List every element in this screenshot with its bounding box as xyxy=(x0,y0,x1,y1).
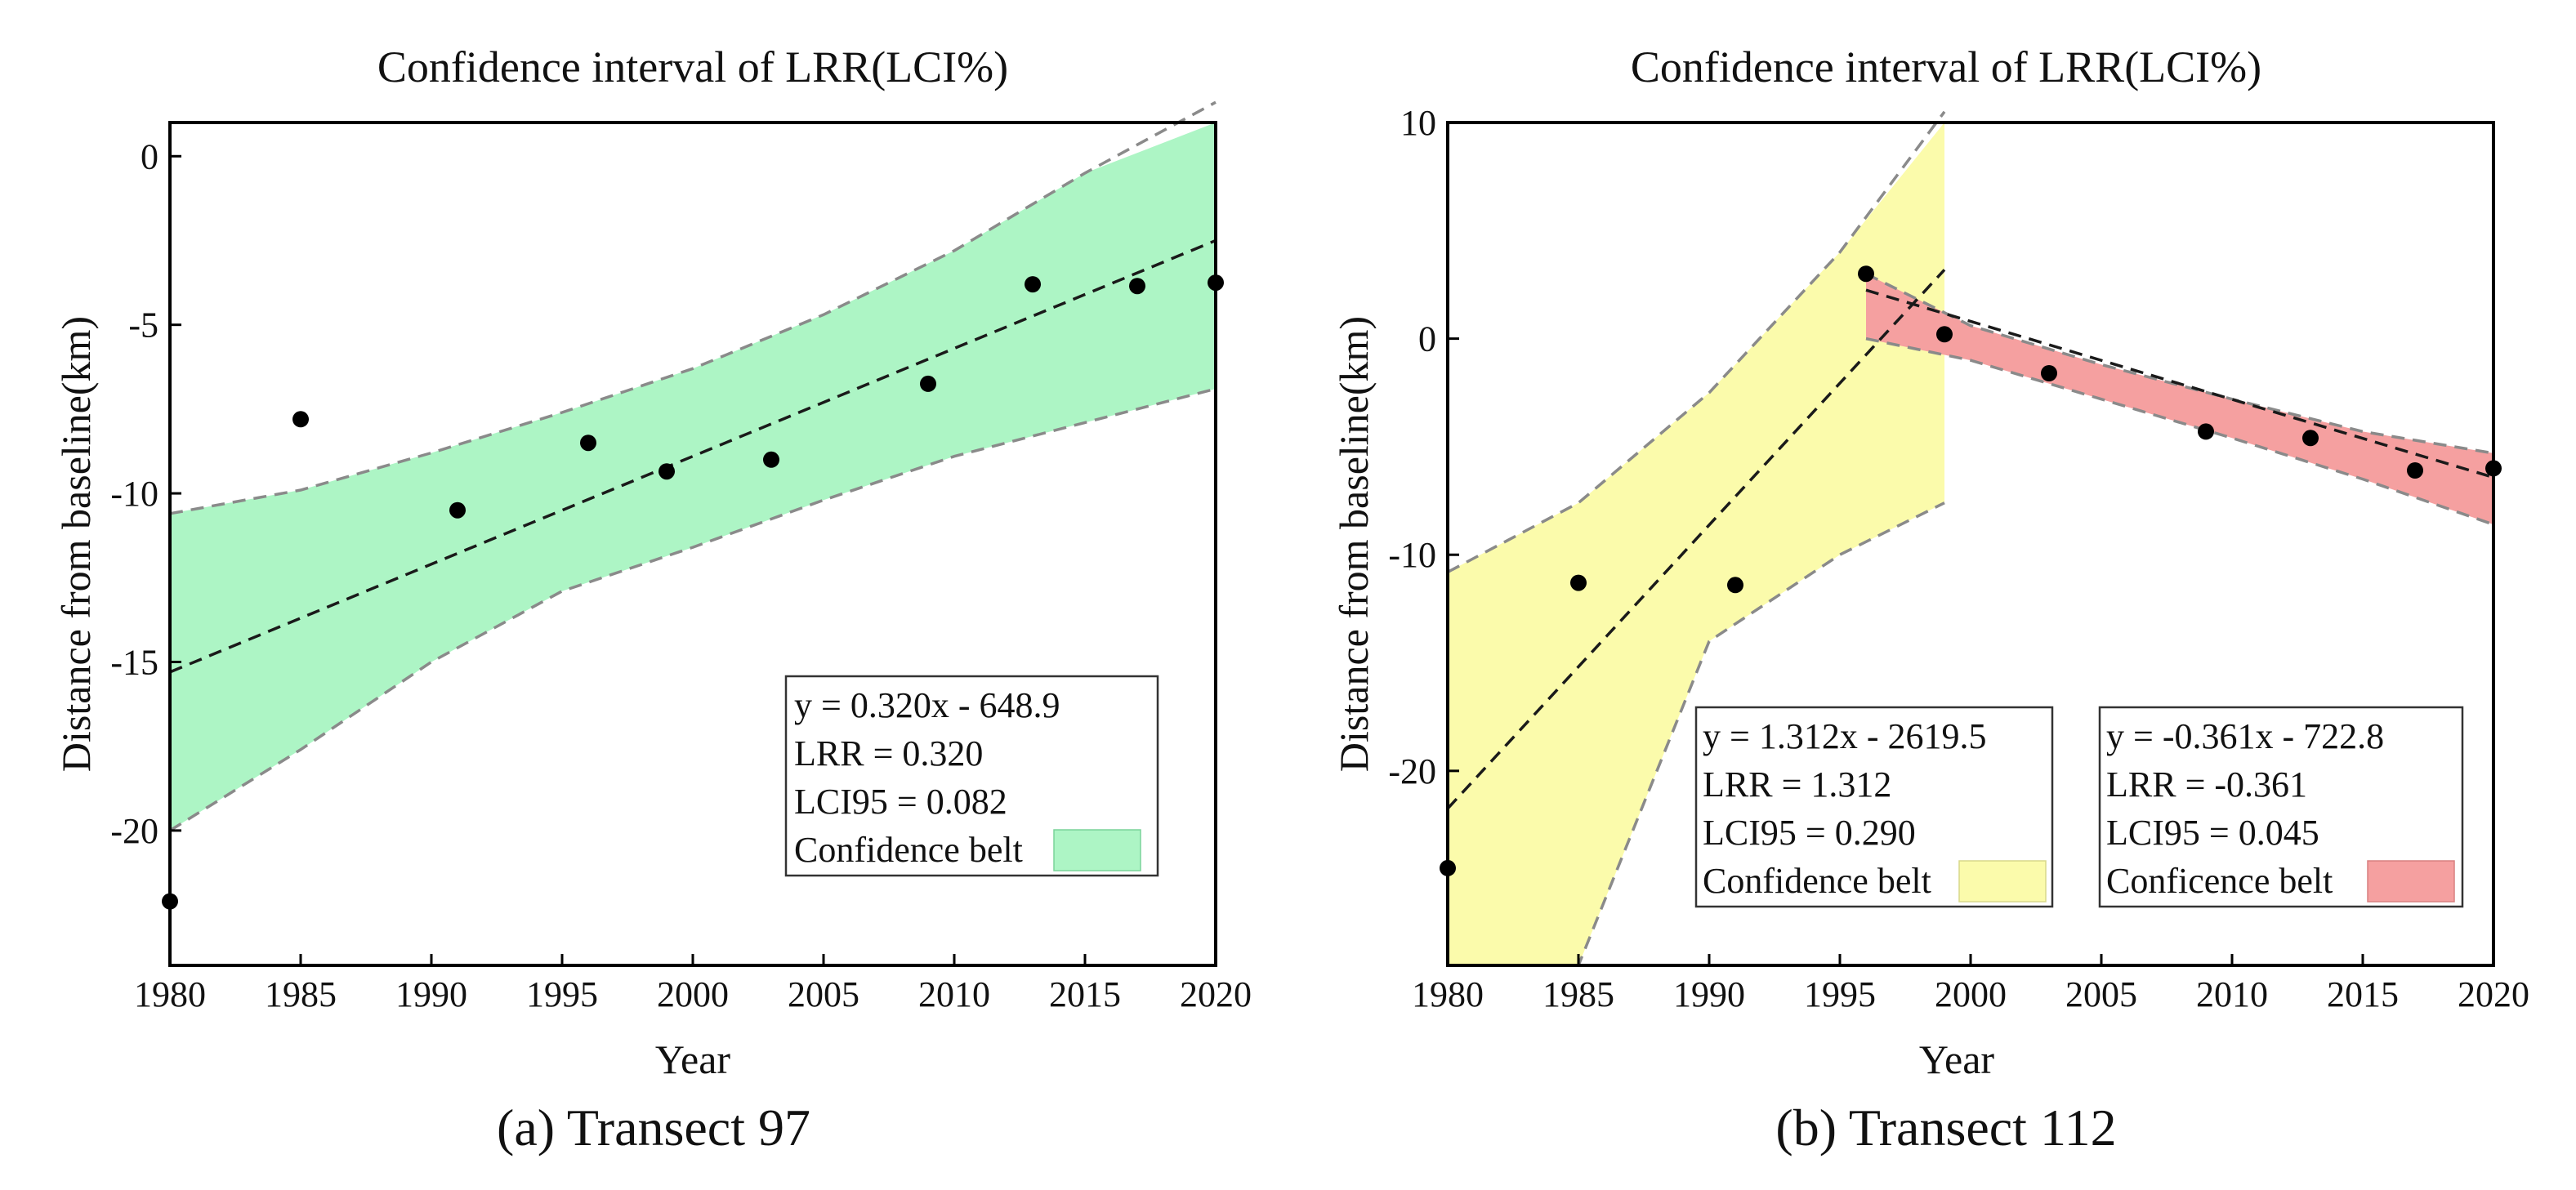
panel-b-legend-1-lrr: LRR = 1.312 xyxy=(1703,764,1891,804)
panel-a-point-1985 xyxy=(292,411,309,428)
panel-a-xtick-label-2000: 2000 xyxy=(657,974,729,1014)
panel-b-xlabel: Year xyxy=(1919,1036,1994,1082)
panel-a-xtick-label-1980: 1980 xyxy=(134,974,206,1014)
panel-b-point-2017 xyxy=(2407,462,2423,479)
panel-b-legend-2-lrr: LRR = -0.361 xyxy=(2106,764,2307,804)
panel-a-ytick-label--20: -20 xyxy=(110,811,158,851)
panel-a-caption: (a) Transect 97 xyxy=(497,1099,810,1157)
panel-b-xtick-label-2020: 2020 xyxy=(2458,974,2529,1014)
panel-b-legend-2: y = -0.361x - 722.8 LRR = -0.361 LCI95 =… xyxy=(2098,706,2464,908)
panel-b-xtick-label-2000: 2000 xyxy=(1935,974,2007,1014)
panel-a-xlabel: Year xyxy=(655,1036,730,1082)
panel-b-point-1999 xyxy=(1936,326,1953,343)
panel-a-point-2017 xyxy=(1129,278,1145,295)
panel-b-point-1991 xyxy=(1727,577,1743,594)
panel-b-band-layer xyxy=(1447,110,2494,967)
panel-a-legend-equation: y = 0.320x - 648.9 xyxy=(794,685,1060,725)
panel-b-xtick-label-1985: 1985 xyxy=(1542,974,1614,1014)
panel-b-fit-layer xyxy=(1446,269,2494,810)
panel-a-point-1991 xyxy=(449,501,466,519)
panel-a-confidence-band-lower-edge xyxy=(169,387,1217,832)
panel-a-point-2009 xyxy=(920,375,936,392)
panel-b-red-band-upper-edge xyxy=(1865,272,2494,455)
panel-b-xtick-label-2010: 2010 xyxy=(2196,974,2268,1014)
panel-a-xtick-label-2005: 2005 xyxy=(788,974,859,1014)
panel-b-xtick-label-1980: 1980 xyxy=(1412,974,1484,1014)
panel-b-ytick-label-0: 0 xyxy=(1418,319,1436,359)
panel-b-yellow-band-fill xyxy=(1448,123,1944,965)
panel-a-point-2013 xyxy=(1025,276,1041,293)
panel-a-transect-97: Confidence interval of LRR(LCI%) 1980 198… xyxy=(53,42,1252,1157)
panel-a-legend-lrr: LRR = 0.320 xyxy=(794,733,983,773)
panel-b-point-2003 xyxy=(2041,365,2057,381)
panel-a-legend: y = 0.320x - 648.9 LRR = 0.320 LCI95 = 0… xyxy=(784,675,1159,877)
panel-b-legend-1-lci: LCI95 = 0.290 xyxy=(1703,813,1916,853)
panel-b-red-band-lower-edge xyxy=(1865,336,2494,526)
panel-b-point-2013 xyxy=(2302,430,2319,447)
panel-b-legend-2-lci: LCI95 = 0.045 xyxy=(2106,813,2319,853)
panel-a-legend-belt-label: Confidence belt xyxy=(794,830,1023,870)
panel-a-xtick-label-2020: 2020 xyxy=(1180,974,1252,1014)
panel-a-ytick-label-0: 0 xyxy=(141,136,158,176)
panel-b-xtick-label-2015: 2015 xyxy=(2327,974,2399,1014)
panel-a-xtick-label-1995: 1995 xyxy=(526,974,598,1014)
panel-a-xtick-label-1990: 1990 xyxy=(395,974,467,1014)
panel-a-point-1996 xyxy=(580,435,596,452)
panel-a-ytick-label--10: -10 xyxy=(110,474,158,514)
panel-a-title: Confidence interval of LRR(LCI%) xyxy=(377,42,1008,91)
panel-a-point-1999 xyxy=(659,463,675,480)
panel-a-points-layer xyxy=(162,274,1224,910)
panel-a-legend-lci: LCI95 = 0.082 xyxy=(794,782,1007,822)
panel-a-point-2003 xyxy=(763,451,779,468)
panel-a-legend-swatch xyxy=(1053,829,1141,871)
panel-a-xtick-label-2015: 2015 xyxy=(1049,974,1121,1014)
panel-a-confidence-band-fill xyxy=(170,123,1216,831)
panel-b-fit-line-1 xyxy=(1446,269,1946,810)
panel-a-band-layer xyxy=(169,100,1217,832)
panel-a-ylabel: Distance from baseline(km) xyxy=(53,316,99,772)
panel-b-ytick-label--20: -20 xyxy=(1388,751,1436,791)
panel-b-ticks: 1980 1985 1990 1995 2000 2005 2010 2015 2020 10 0 -… xyxy=(1388,103,2529,1014)
panel-a-fit-layer xyxy=(169,238,1217,674)
panel-b-ylabel: Distance from baseline(km) xyxy=(1331,316,1377,772)
panel-b-point-2009 xyxy=(2198,423,2214,440)
panel-a-fit-line xyxy=(169,238,1217,674)
panel-a-confidence-band-upper-edge xyxy=(169,100,1217,515)
panel-b-xtick-label-2005: 2005 xyxy=(2065,974,2137,1014)
panel-b-ytick-label-10: 10 xyxy=(1400,103,1436,143)
panel-b-legend-1-equation: y = 1.312x - 2619.5 xyxy=(1703,716,1986,756)
panel-b-transect-112: Confidence interval of LRR(LCI%) 1980 198… xyxy=(1331,42,2529,1157)
panel-b-fit-line-2 xyxy=(1865,288,2494,479)
panel-b-legend-2-belt-label: Conficence belt xyxy=(2106,861,2333,901)
panel-b-legend-2-equation: y = -0.361x - 722.8 xyxy=(2106,716,2384,756)
panel-b-points-layer xyxy=(1440,265,2502,876)
panel-a-ticks: 1980 1985 1990 1995 2000 2005 2010 2015 2020 0 -5 -… xyxy=(110,136,1252,1014)
panel-b-point-1985 xyxy=(1570,574,1587,591)
panel-b-xtick-label-1995: 1995 xyxy=(1804,974,1876,1014)
panel-b-point-1996 xyxy=(1858,265,1874,283)
panel-b-caption: (b) Transect 112 xyxy=(1775,1099,2116,1157)
panel-b-ytick-label--10: -10 xyxy=(1388,535,1436,575)
panel-b-legend-2-swatch xyxy=(2367,860,2455,903)
panel-b-yellow-band-upper-edge xyxy=(1447,110,1946,573)
panel-b-xtick-label-1990: 1990 xyxy=(1673,974,1745,1014)
panel-a-ytick-label--15: -15 xyxy=(110,642,158,682)
panel-b-legend-1-swatch xyxy=(1958,860,2047,903)
panel-b-legend-1: y = 1.312x - 2619.5 LRR = 1.312 LCI95 = … xyxy=(1694,706,2054,908)
panel-a-ytick-label--5: -5 xyxy=(128,305,158,345)
panel-b-red-band-fill xyxy=(1866,274,2493,525)
panel-a-xtick-label-2010: 2010 xyxy=(918,974,990,1014)
panel-a-xtick-label-1985: 1985 xyxy=(265,974,337,1014)
panel-b-legend-1-belt-label: Confidence belt xyxy=(1703,861,1931,901)
panel-b-title: Confidence interval of LRR(LCI%) xyxy=(1631,42,2261,91)
